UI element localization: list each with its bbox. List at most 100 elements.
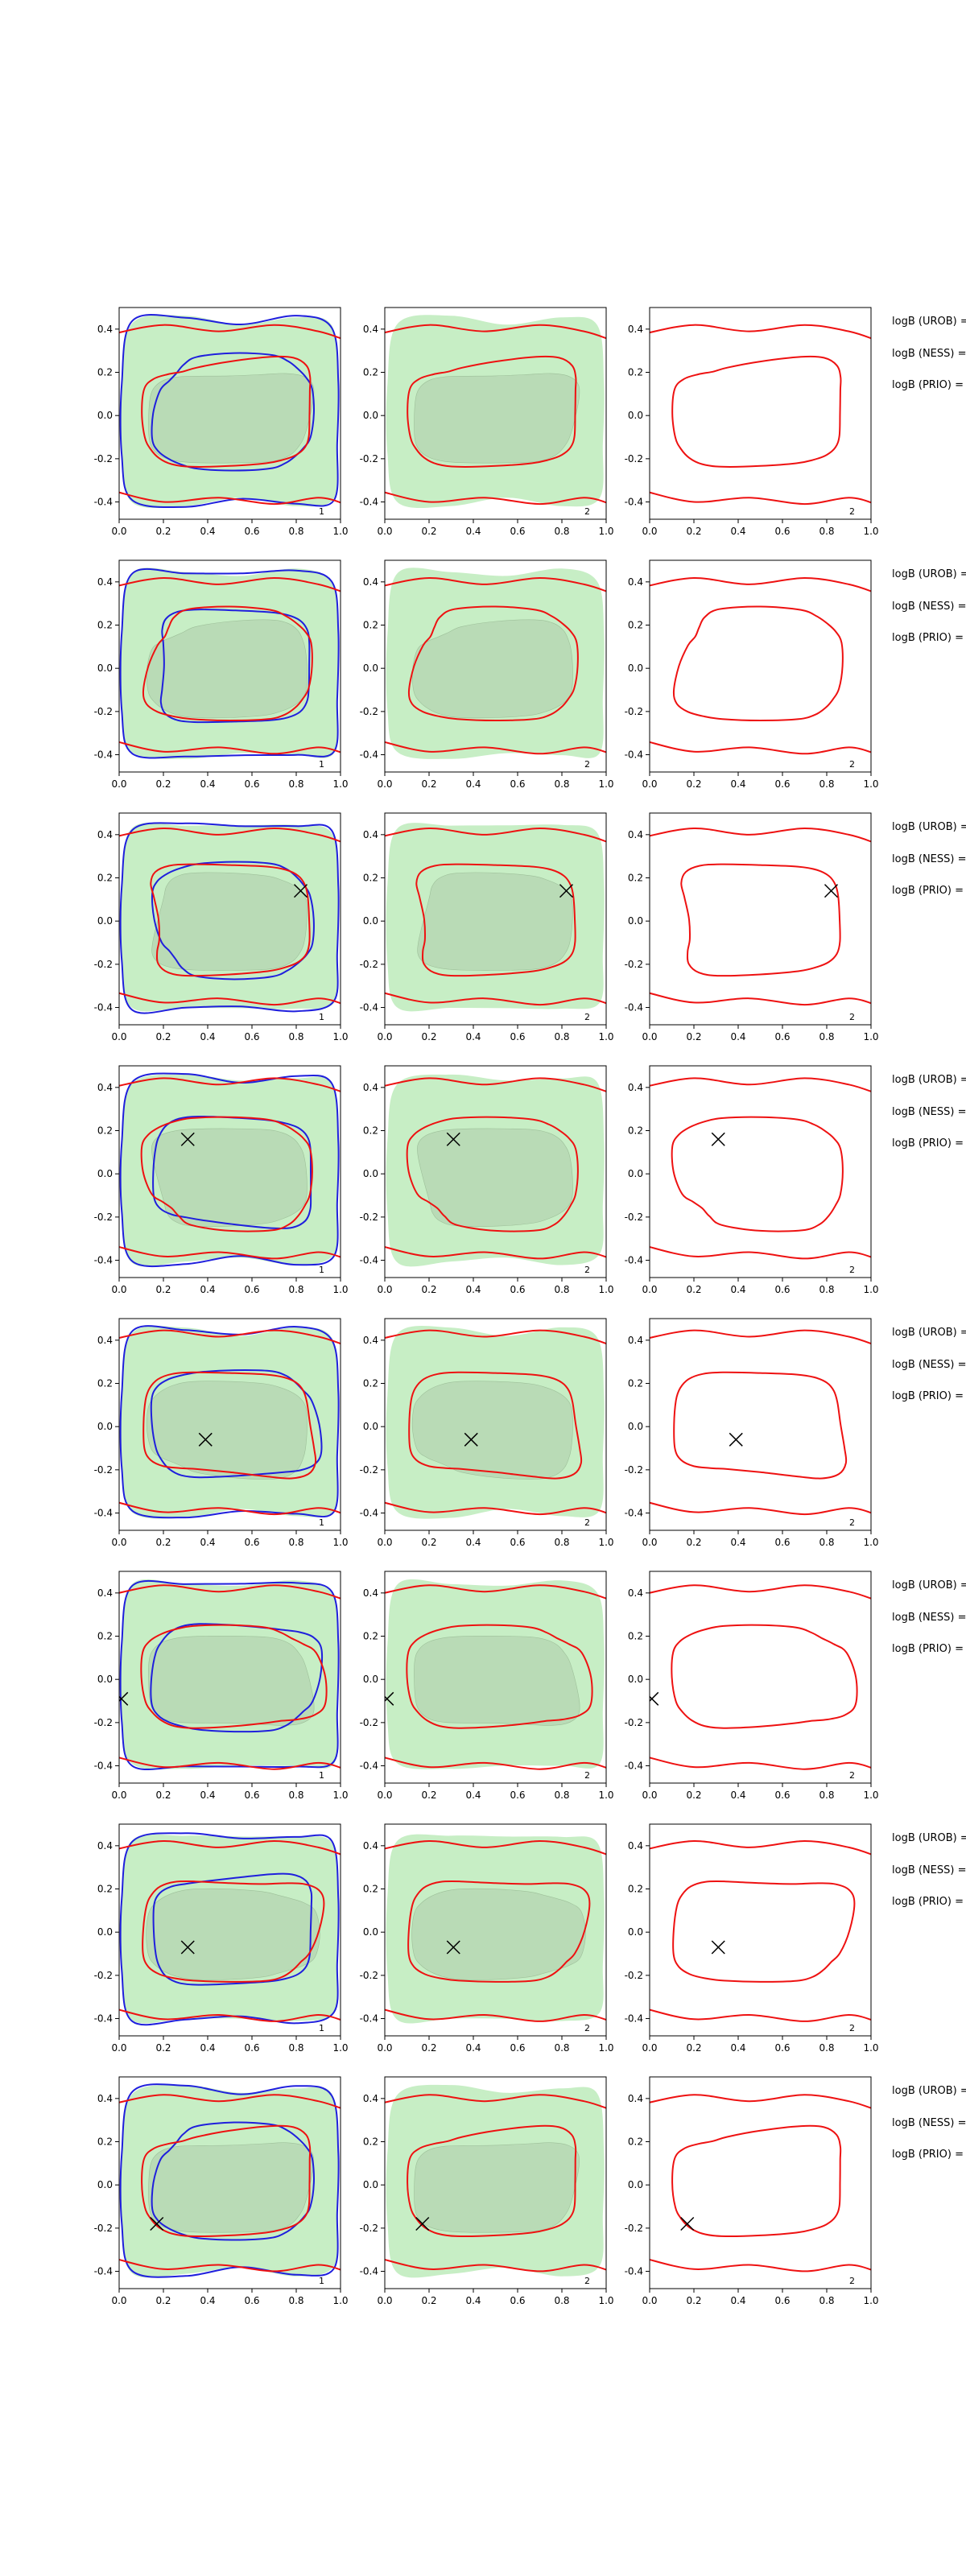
y-tick-label: -0.4 <box>94 1761 113 1772</box>
blue-inner-contour <box>150 1623 324 1733</box>
x-tick-label: 0.8 <box>288 2295 303 2306</box>
x-tick-label: 0.4 <box>200 2295 215 2306</box>
y-tick-label: 0.4 <box>97 324 113 335</box>
subplot: 0.0 0.2 0.4 0.6 0.8 1.0 0.4 0.2 0.0 -0.2 -0.4 2 <box>625 1318 879 1548</box>
x-tick-label: 0.0 <box>111 1537 126 1548</box>
axes-background <box>650 1066 871 1278</box>
density-region-inner <box>417 872 573 971</box>
x-tick-label: 0.6 <box>510 1031 525 1042</box>
figure-row-1: 0.0 0.2 0.4 0.6 0.8 1.00.40.20.0-0.2-0.410.0 0… <box>94 307 966 537</box>
red-outer-contour-top <box>119 1077 341 1092</box>
axes-background <box>650 308 871 519</box>
axes-background <box>650 1319 871 1530</box>
red-outer-contour-top <box>119 324 341 340</box>
y-tick-label: 0.4 <box>628 2093 643 2104</box>
subplot: 0.0 0.2 0.4 0.6 0.8 1.0 0.4 0.2 0.0 -0.2 -0.4 2 <box>360 812 614 1042</box>
panel-label: 2 <box>584 1012 590 1022</box>
plot-area <box>385 308 606 519</box>
red-outer-contour-bottom <box>385 1501 606 1516</box>
marker-x <box>559 884 574 898</box>
x-tick-label: 0.2 <box>155 1284 171 1295</box>
density-region-inner <box>148 1636 315 1726</box>
y-tick-label: 0.4 <box>97 1840 113 1852</box>
marker-x <box>680 2216 695 2231</box>
y-tick-label: 0.4 <box>363 1587 378 1599</box>
x-tick-label: 0.2 <box>686 526 701 537</box>
plot-area <box>119 1319 341 1530</box>
side-label: logB (PRIO) = <box>892 1643 964 1655</box>
subplot: 0.0 0.2 0.4 0.6 0.8 1.0 0.4 0.2 0.0 -0.2 -0.4 2 <box>625 559 879 790</box>
panel-label: 2 <box>849 759 855 770</box>
x-tick-label: 1.0 <box>598 1031 613 1042</box>
figure-row-6: 0.0 0.2 0.4 0.6 0.8 1.00.40.20.0-0.2-0.410.0 0… <box>94 1571 966 1801</box>
axes-frame <box>118 812 341 1026</box>
axes-frame <box>384 812 607 1026</box>
axes-frame <box>649 1571 872 1784</box>
x-tick-label: 0.2 <box>155 2042 171 2054</box>
axes-frame <box>649 1065 872 1278</box>
y-tick-label: 0.2 <box>628 620 643 631</box>
axes-frame <box>384 1823 607 2037</box>
y-tick-label: -0.2 <box>625 2223 643 2234</box>
y-tick-label: 0.0 <box>97 1674 113 1685</box>
x-tick-label: 0.0 <box>642 1790 657 1801</box>
y-tick-label: 0.4 <box>97 829 113 840</box>
y-tick-label: 0.2 <box>97 2136 113 2148</box>
x-tick-label: 0.8 <box>819 1031 834 1042</box>
x-tick-label: 0.8 <box>288 1790 303 1801</box>
x-tick-label: 0.4 <box>200 1284 215 1295</box>
side-label: logB (UROB) = <box>892 1832 966 1844</box>
y-tick-label: -0.4 <box>360 1255 378 1266</box>
x-tick-label: 0.4 <box>465 1284 481 1295</box>
density-region-inner <box>151 872 308 971</box>
y-tick-label: 0.0 <box>363 915 378 927</box>
x-tick-label: 0.2 <box>686 778 701 790</box>
red-outer-contour-bottom <box>650 741 871 755</box>
marker-x <box>446 1940 460 1955</box>
red-outer-contour-top <box>385 1077 606 1092</box>
plot-area <box>650 1319 871 1530</box>
axes-frame <box>384 307 607 520</box>
red-outer-contour-bottom <box>119 1501 341 1516</box>
x-tick-label: 0.0 <box>377 1790 392 1801</box>
x-tick-label: 0.4 <box>730 1031 745 1042</box>
side-label: logB (UROB) = <box>892 1579 966 1591</box>
red-outer-contour-bottom <box>650 992 871 1006</box>
x-tick-label: 0.6 <box>244 1031 259 1042</box>
panel-label: 2 <box>849 506 855 517</box>
subplot: 0.0 0.2 0.4 0.6 0.8 1.0 0.4 0.2 0.0 -0.2 -0.4 2 <box>625 1571 879 1801</box>
red-outer-contour-bottom <box>385 741 606 755</box>
red-outer-contour-bottom <box>119 992 341 1006</box>
y-tick-label: 0.2 <box>363 620 378 631</box>
axes-background <box>650 1571 871 1783</box>
axes-frame <box>649 1823 872 2037</box>
x-tick-label: 0.2 <box>421 2295 436 2306</box>
blue-inner-contour <box>152 1872 313 1986</box>
x-tick-label: 0.6 <box>244 1284 259 1295</box>
y-tick-label: 0.2 <box>97 620 113 631</box>
panel-label: 2 <box>849 1265 855 1275</box>
x-tick-label: 0.8 <box>554 2042 569 2054</box>
y-tick-label: 0.2 <box>363 1884 378 1895</box>
y-tick-label: 0.4 <box>363 576 378 588</box>
subplot: 0.0 0.2 0.4 0.6 0.8 1.0 0.4 0.2 0.0 -0.2 -0.4 1 <box>94 1065 349 1295</box>
red-outer-contour-top <box>385 827 606 843</box>
subplot: 0.0 0.2 0.4 0.6 0.8 1.0 0.4 0.2 0.0 -0.2 -0.4 2 <box>360 2076 614 2306</box>
figure-row-5: 0.0 0.2 0.4 0.6 0.8 1.00.40.20.0-0.2-0.410.0 0… <box>94 1318 966 1548</box>
x-tick-label: 0.6 <box>244 2042 259 2054</box>
marker-x <box>446 1132 460 1146</box>
y-tick-label: -0.4 <box>625 2266 643 2277</box>
side-label: logB (PRIO) = <box>892 1390 964 1402</box>
x-tick-label: 0.4 <box>465 1790 481 1801</box>
plot-area <box>119 560 341 772</box>
axes-frame <box>384 1065 607 1278</box>
red-inner-contour <box>406 1624 593 1729</box>
y-tick-label: -0.2 <box>94 959 113 970</box>
y-tick-label: 0.0 <box>97 1926 113 1938</box>
y-tick-label: -0.2 <box>360 1464 378 1476</box>
x-tick-label: 0.6 <box>244 2295 259 2306</box>
red-outer-contour-bottom <box>119 491 341 506</box>
x-tick-label: 0.0 <box>111 2042 126 2054</box>
subplot: 0.0 0.2 0.4 0.6 0.8 1.0 0.4 0.2 0.0 -0.2 -0.4 2 <box>360 307 614 537</box>
